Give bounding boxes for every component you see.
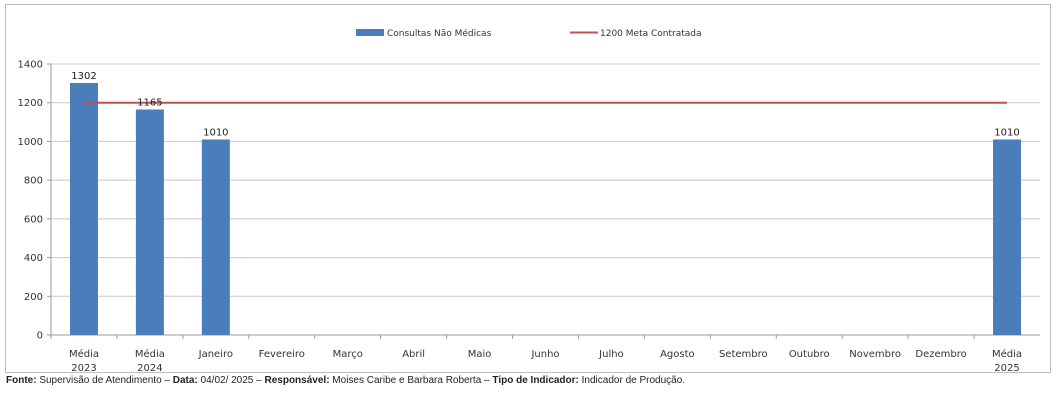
x-category-label: 2024 bbox=[137, 363, 162, 374]
legend: Consultas Não Médicas 1200 Meta Contratad… bbox=[356, 28, 701, 39]
y-tick-label: 600 bbox=[24, 214, 43, 225]
y-tick-label: 1400 bbox=[18, 60, 43, 71]
x-category-label: Média bbox=[69, 348, 99, 360]
data-label: 1010 bbox=[994, 127, 1019, 138]
x-category-label: Outubro bbox=[789, 349, 830, 360]
bar bbox=[993, 139, 1022, 335]
data-label: 1302 bbox=[71, 71, 96, 82]
grid-lines bbox=[51, 63, 1040, 336]
y-tick-label: 400 bbox=[24, 253, 43, 264]
bar-chart: Consultas Não Médicas 1200 Meta Contratad… bbox=[18, 28, 1040, 374]
y-tick-label: 200 bbox=[24, 292, 43, 303]
x-category-label: Abril bbox=[402, 349, 425, 360]
data-labels: 1302 1165 1010 1010 bbox=[71, 71, 1020, 139]
x-category-label: 2023 bbox=[71, 363, 96, 374]
bar bbox=[135, 109, 164, 335]
x-category-label: Junho bbox=[530, 349, 559, 360]
indicator-type-value: Indicador de Produção. bbox=[578, 375, 686, 386]
x-category-label: Novembro bbox=[849, 349, 901, 360]
date-label: Data: bbox=[172, 375, 198, 386]
y-axis: 0 200 400 600 800 1000 1200 1400 bbox=[18, 60, 52, 342]
legend-label-target: 1200 Meta Contratada bbox=[600, 29, 701, 39]
x-category-label: Setembro bbox=[719, 349, 768, 360]
legend-label-bars: Consultas Não Médicas bbox=[387, 28, 492, 39]
y-tick-label: 1000 bbox=[18, 137, 43, 148]
bar bbox=[201, 139, 230, 335]
y-tick-label: 1200 bbox=[18, 98, 43, 109]
indicator-type-label: Tipo de Indicador: bbox=[492, 375, 579, 386]
chart-frame: Consultas Não Médicas 1200 Meta Contratad… bbox=[5, 4, 1051, 374]
data-label: 1165 bbox=[137, 97, 162, 108]
y-tick-label: 0 bbox=[37, 331, 43, 342]
source-value: Supervisão de Atendimento – bbox=[36, 375, 173, 386]
x-category-label: Agosto bbox=[660, 349, 695, 360]
x-category-label: Março bbox=[333, 349, 363, 360]
x-category-label: Fevereiro bbox=[259, 349, 305, 360]
date-value: 04/02/ 2025 – bbox=[197, 375, 265, 386]
x-category-label: Maio bbox=[468, 349, 492, 360]
x-category-label: Média bbox=[992, 348, 1022, 360]
y-tick-label: 800 bbox=[24, 176, 43, 187]
x-category-label: Média bbox=[135, 348, 165, 360]
responsible-value: Moises Caribe e Barbara Roberta – bbox=[329, 375, 493, 386]
data-label: 1010 bbox=[203, 127, 228, 138]
bar-series bbox=[69, 82, 1022, 335]
responsible-label: Responsável: bbox=[264, 375, 330, 386]
x-category-label: Dezembro bbox=[915, 349, 966, 360]
x-category-label: Janeiro bbox=[198, 349, 233, 360]
x-category-label: Julho bbox=[598, 349, 624, 360]
bar bbox=[69, 82, 98, 335]
source-label: Fonte: bbox=[6, 375, 37, 386]
x-axis: Média 2023 Média 2024 Janeiro Fevereiro Março A… bbox=[50, 335, 1022, 374]
source-note: Fonte: Supervisão de Atendimento – Data:… bbox=[6, 375, 685, 386]
x-category-label: 2025 bbox=[994, 363, 1019, 374]
legend-swatch-bars bbox=[356, 29, 384, 36]
